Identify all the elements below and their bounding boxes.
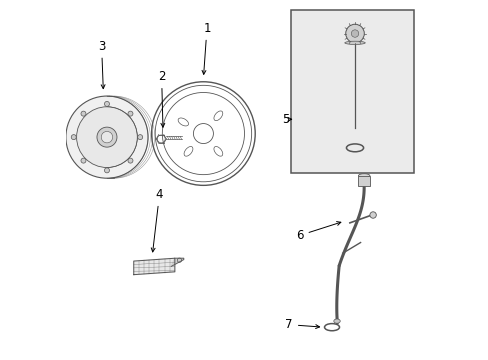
Circle shape	[104, 168, 109, 173]
Circle shape	[350, 30, 358, 37]
Circle shape	[128, 111, 133, 116]
Circle shape	[138, 135, 142, 140]
Circle shape	[77, 107, 137, 167]
Text: 6: 6	[296, 222, 340, 242]
Circle shape	[97, 127, 117, 147]
Circle shape	[128, 158, 133, 163]
Polygon shape	[134, 258, 175, 275]
Text: 1: 1	[202, 22, 210, 75]
Polygon shape	[171, 258, 183, 266]
Ellipse shape	[333, 319, 340, 323]
Circle shape	[345, 24, 364, 43]
Circle shape	[81, 158, 86, 163]
Circle shape	[101, 131, 112, 143]
Text: 2: 2	[158, 70, 165, 127]
Text: 3: 3	[98, 40, 105, 89]
Circle shape	[104, 102, 109, 107]
Circle shape	[81, 111, 86, 116]
Ellipse shape	[344, 41, 365, 44]
Text: 7: 7	[285, 318, 319, 331]
Ellipse shape	[358, 174, 369, 178]
Text: 5: 5	[281, 113, 289, 126]
Circle shape	[71, 135, 76, 140]
Circle shape	[66, 96, 148, 178]
Text: 4: 4	[151, 188, 163, 252]
Circle shape	[369, 212, 376, 218]
Bar	[358, 176, 369, 186]
Bar	[290, 10, 413, 173]
